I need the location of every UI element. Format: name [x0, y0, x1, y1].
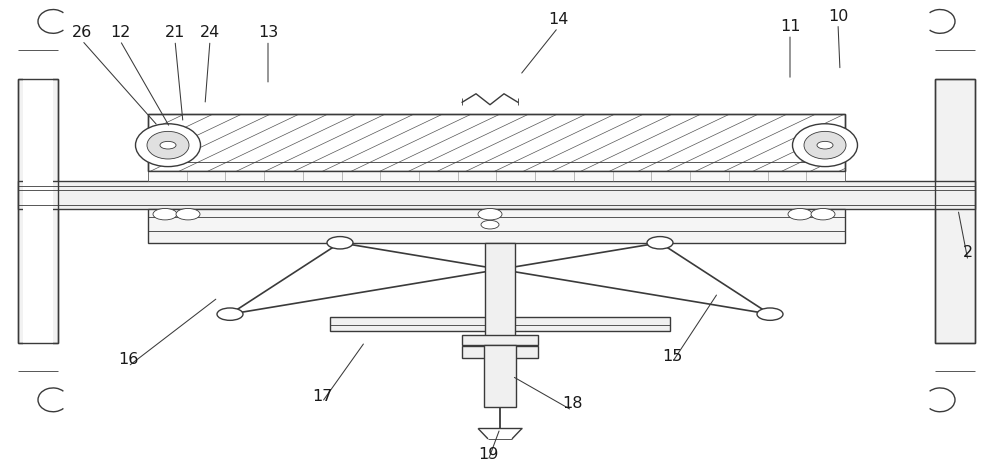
Ellipse shape — [147, 131, 189, 159]
Bar — [18, 79, 58, 343]
Ellipse shape — [792, 124, 858, 167]
Ellipse shape — [136, 124, 200, 167]
Bar — [148, 114, 845, 171]
Bar — [23, 60, 53, 362]
Text: 24: 24 — [200, 25, 220, 40]
Ellipse shape — [804, 131, 846, 159]
Bar — [462, 335, 538, 345]
Bar — [484, 345, 516, 407]
Circle shape — [327, 237, 353, 249]
Text: 21: 21 — [165, 25, 185, 40]
Text: 14: 14 — [548, 12, 568, 28]
Bar — [935, 79, 975, 343]
Bar — [148, 114, 845, 171]
Circle shape — [788, 208, 812, 220]
Bar — [18, 181, 975, 209]
Bar — [485, 243, 515, 340]
Text: 19: 19 — [478, 447, 498, 462]
Circle shape — [217, 308, 243, 320]
Circle shape — [811, 208, 835, 220]
Text: 26: 26 — [72, 25, 92, 40]
Circle shape — [817, 141, 833, 149]
Circle shape — [757, 308, 783, 320]
Text: 2: 2 — [963, 245, 973, 260]
Bar — [462, 346, 538, 358]
Circle shape — [647, 237, 673, 249]
Circle shape — [481, 220, 499, 229]
Text: 16: 16 — [118, 352, 138, 367]
Circle shape — [478, 208, 502, 220]
Text: 18: 18 — [562, 396, 582, 411]
Circle shape — [176, 208, 200, 220]
Text: 11: 11 — [780, 19, 800, 34]
Bar — [148, 171, 845, 181]
Circle shape — [160, 141, 176, 149]
Text: 15: 15 — [662, 348, 682, 364]
Text: 17: 17 — [312, 388, 332, 404]
Text: 12: 12 — [110, 25, 130, 40]
Text: 13: 13 — [258, 25, 278, 40]
Text: 10: 10 — [828, 9, 848, 24]
Bar — [148, 209, 845, 243]
Circle shape — [153, 208, 177, 220]
Bar — [330, 317, 670, 331]
